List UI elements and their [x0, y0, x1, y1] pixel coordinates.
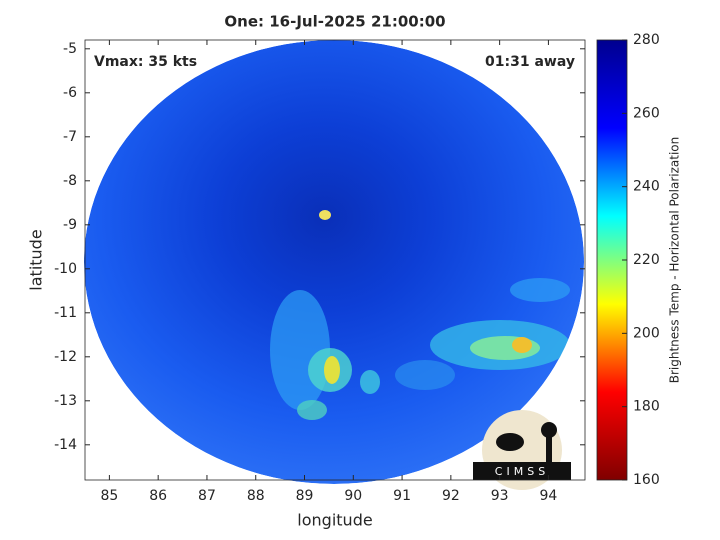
x-tick-label: 94 — [540, 488, 558, 504]
x-tick-label: 89 — [296, 488, 314, 504]
y-tick-label: -13 — [54, 393, 77, 409]
axes-box — [84, 39, 586, 481]
y-tick-label: -8 — [63, 173, 77, 189]
colorbar-tick-label: 220 — [633, 252, 660, 268]
x-axis-label: longitude — [297, 511, 372, 530]
annotation: 01:31 away — [485, 54, 575, 70]
x-tick-label: 92 — [442, 488, 460, 504]
colorbar-label: Brightness Temp - Horizontal Polarizatio… — [668, 137, 682, 384]
x-tick-label: 86 — [149, 488, 167, 504]
annotation: Vmax: 35 kts — [94, 54, 197, 70]
logo: CIMSS — [473, 410, 571, 490]
y-tick-label: -6 — [63, 85, 77, 101]
colorbar-tick-label: 180 — [633, 399, 660, 415]
y-tick-label: -12 — [54, 349, 77, 365]
y-axis-label: latitude — [27, 229, 46, 290]
logo-text: CIMSS — [495, 465, 549, 478]
colorbar-tick-label: 260 — [633, 105, 660, 121]
colorbar-tick-label: 160 — [633, 472, 660, 488]
y-tick-label: -10 — [54, 261, 77, 277]
y-tick-label: -7 — [63, 129, 77, 145]
satellite-image — [84, 40, 584, 484]
y-tick-label: -5 — [63, 41, 77, 57]
colorbar-tick-label: 280 — [633, 32, 660, 48]
colorbar-tick-label: 200 — [633, 325, 660, 341]
x-tick-label: 85 — [100, 488, 118, 504]
x-tick-label: 87 — [198, 488, 216, 504]
x-tick-label: 90 — [344, 488, 362, 504]
y-tick-label: -14 — [54, 437, 77, 453]
y-tick-label: -9 — [63, 217, 77, 233]
x-tick-label: 93 — [491, 488, 509, 504]
colorbar-tick-label: 240 — [633, 179, 660, 195]
y-tick-label: -11 — [54, 305, 77, 321]
x-tick-label: 88 — [247, 488, 265, 504]
chart-title: One: 16-Jul-2025 21:00:00 — [224, 13, 445, 31]
x-tick-label: 91 — [393, 488, 411, 504]
